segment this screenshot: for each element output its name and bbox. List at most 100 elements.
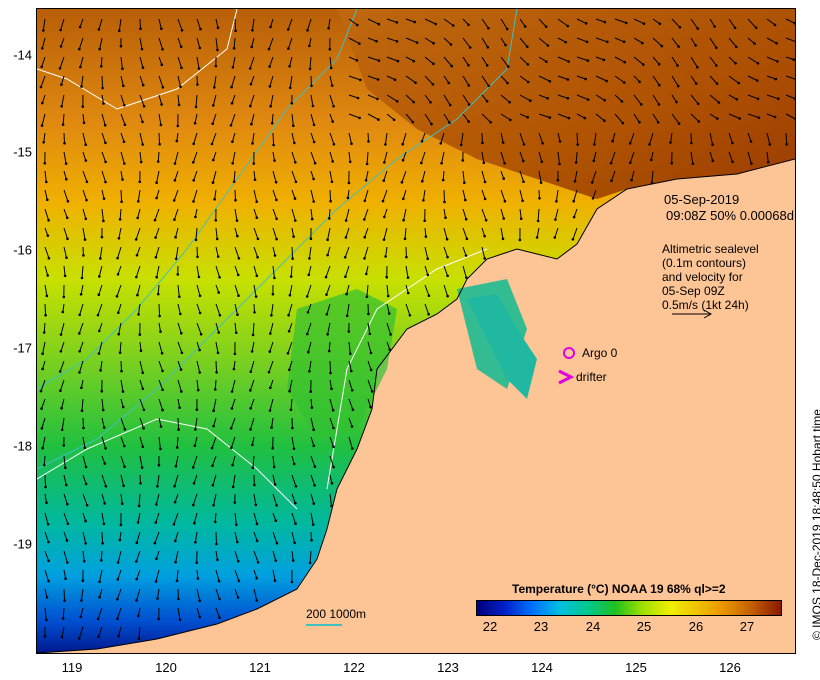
velocity-vector (329, 398, 334, 411)
velocity-vector (614, 94, 623, 102)
velocity-vector (272, 455, 275, 468)
velocity-vector-head (558, 162, 561, 166)
velocity-vector (576, 94, 589, 101)
velocity-vector (44, 170, 47, 182)
velocity-vector-head (382, 179, 386, 182)
velocity-vector-head (97, 28, 101, 31)
velocity-vector-head (427, 312, 430, 316)
velocity-vector (272, 512, 277, 521)
velocity-vector (462, 94, 470, 105)
velocity-vector-head (268, 85, 272, 88)
velocity-vector-head (443, 200, 446, 204)
velocity-vector-head (179, 368, 183, 371)
velocity-vector (79, 18, 84, 28)
velocity-vector-head (84, 159, 88, 162)
velocity-vector-head (733, 26, 737, 30)
velocity-vector-head (195, 408, 199, 412)
velocity-vector (424, 75, 434, 85)
velocity-vector-head (332, 105, 335, 108)
velocity-vector-head (62, 444, 66, 447)
velocity-vector-head (141, 83, 145, 87)
velocity-vector (120, 379, 124, 392)
velocity-vector (139, 56, 144, 68)
velocity-vector (192, 151, 198, 163)
velocity-vector (690, 151, 694, 164)
velocity-vector (671, 56, 678, 66)
velocity-vector-head (271, 292, 275, 296)
velocity-vector (41, 37, 46, 49)
velocity-vector-head (216, 48, 219, 52)
velocity-vector (500, 75, 508, 84)
velocity-vector-head (231, 140, 234, 143)
velocity-vector (252, 455, 255, 468)
velocity-vector-head (483, 257, 487, 260)
velocity-vector (462, 170, 465, 183)
velocity-vector (215, 265, 221, 278)
velocity-vector (690, 113, 700, 122)
velocity-vector-head (47, 559, 50, 563)
velocity-vector (405, 113, 414, 123)
velocity-vector (82, 170, 88, 182)
velocity-vector (215, 322, 220, 333)
velocity-vector-head (358, 116, 361, 120)
velocity-vector (728, 18, 736, 29)
velocity-vector-head (331, 120, 335, 123)
velocity-vector-head (96, 313, 100, 317)
velocity-vector (443, 94, 451, 106)
velocity-vector-head (574, 161, 578, 164)
velocity-vector (251, 436, 255, 446)
velocity-vector-head (157, 617, 160, 621)
velocity-vector-head (235, 523, 238, 526)
velocity-vector-head (135, 253, 139, 257)
velocity-vector (44, 588, 48, 598)
velocity-vector-head (375, 39, 378, 43)
velocity-vector-head (349, 352, 352, 356)
velocity-vector (576, 113, 586, 119)
velocity-vector-head (63, 274, 67, 278)
velocity-vector-head (312, 177, 315, 181)
velocity-vector-head (622, 40, 626, 44)
velocity-vector-head (415, 41, 419, 44)
velocity-vector-head (79, 615, 83, 618)
velocity-vector-head (99, 257, 102, 260)
velocity-vector (82, 512, 87, 522)
velocity-vector (386, 56, 399, 62)
velocity-vector (538, 151, 543, 162)
velocity-vector (402, 151, 407, 161)
velocity-vector-head (45, 501, 48, 505)
velocity-vector (328, 341, 331, 352)
velocity-vector-head (444, 216, 447, 219)
velocity-vector-head (230, 85, 233, 89)
velocity-vector-head (42, 463, 46, 467)
velocity-vector-head (308, 561, 312, 565)
velocity-vector-head (270, 426, 273, 429)
velocity-vector (196, 303, 201, 314)
velocity-vector (291, 151, 296, 163)
velocity-vector-head (287, 313, 290, 317)
velocity-vector-head (66, 561, 69, 564)
velocity-vector-head (446, 255, 449, 259)
velocity-vector-head (464, 217, 468, 221)
velocity-vector-head (120, 502, 124, 506)
velocity-vector-head (98, 595, 101, 599)
velocity-vector-head (567, 116, 571, 120)
velocity-vector (405, 18, 415, 23)
velocity-vector (120, 75, 124, 86)
velocity-vector (139, 341, 142, 351)
colorbar (476, 600, 782, 616)
velocity-vector (309, 56, 312, 69)
velocity-vector-head (155, 181, 158, 184)
velocity-vector (289, 284, 293, 296)
velocity-vector-head (343, 256, 347, 259)
velocity-vector-head (41, 101, 44, 105)
velocity-vector-head (118, 29, 121, 33)
velocity-vector (120, 474, 125, 486)
velocity-vector-head (101, 86, 104, 90)
velocity-vector (441, 151, 445, 164)
velocity-vector-head (232, 180, 236, 183)
velocity-vector-head (292, 235, 295, 238)
velocity-vector (253, 246, 259, 258)
velocity-vector (690, 94, 699, 105)
velocity-vector (80, 588, 84, 601)
velocity-vector-head (251, 333, 255, 337)
